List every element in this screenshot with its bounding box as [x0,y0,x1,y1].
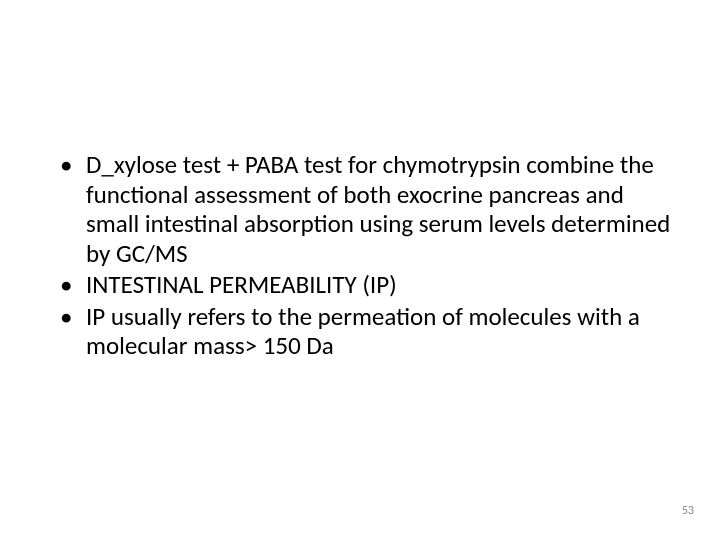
page-number: 53 [682,504,694,518]
slide-body: D_xylose test + PABA test for chymotryps… [54,150,674,363]
list-item: INTESTINAL PERMEABILITY (IP) [54,270,674,300]
bullet-list: D_xylose test + PABA test for chymotryps… [54,150,674,361]
list-item: IP usually refers to the permeation of m… [54,302,674,361]
bullet-text: INTESTINAL PERMEABILITY (IP) [86,269,397,300]
bullet-text: IP usually refers to the permeation of m… [86,301,640,362]
list-item: D_xylose test + PABA test for chymotryps… [54,150,674,268]
slide: D_xylose test + PABA test for chymotryps… [0,0,720,540]
bullet-text: D_xylose test + PABA test for chymotryps… [86,149,670,269]
